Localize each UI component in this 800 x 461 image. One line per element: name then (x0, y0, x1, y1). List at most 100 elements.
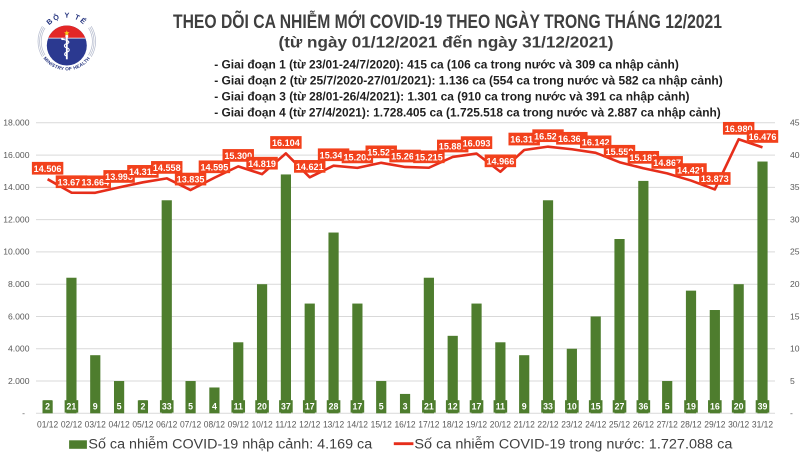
svg-text:15.559: 15.559 (606, 147, 634, 157)
svg-text:06/12: 06/12 (156, 420, 177, 430)
svg-text:16.980: 16.980 (725, 124, 753, 134)
svg-text:21: 21 (424, 402, 434, 412)
svg-text:10: 10 (790, 344, 800, 354)
svg-text:14.558: 14.558 (153, 163, 181, 173)
svg-text:11: 11 (234, 402, 243, 412)
svg-text:14.000: 14.000 (3, 182, 30, 192)
svg-text:11/12: 11/12 (275, 420, 296, 430)
svg-text:31/12: 31/12 (752, 420, 773, 430)
svg-text:27: 27 (615, 402, 625, 412)
svg-text:20: 20 (790, 279, 800, 289)
svg-text:16.362: 16.362 (558, 134, 586, 144)
svg-text:12.000: 12.000 (3, 214, 30, 224)
svg-text:13.998: 13.998 (105, 172, 133, 182)
svg-text:40: 40 (790, 150, 800, 160)
svg-text:09/12: 09/12 (228, 420, 249, 430)
svg-text:19/12: 19/12 (466, 420, 487, 430)
svg-text:3: 3 (403, 402, 408, 412)
svg-text:39: 39 (758, 402, 768, 412)
svg-text:13.664: 13.664 (81, 177, 110, 187)
svg-text:07/12: 07/12 (180, 420, 201, 430)
svg-text:28/12: 28/12 (680, 420, 701, 430)
svg-text:5: 5 (665, 402, 670, 412)
svg-text:22/12: 22/12 (537, 420, 558, 430)
svg-text:13.873: 13.873 (701, 174, 729, 184)
svg-text:27/12: 27/12 (657, 420, 678, 430)
svg-text:13.670: 13.670 (58, 177, 86, 187)
svg-text:36: 36 (638, 402, 648, 412)
svg-text:25: 25 (790, 247, 800, 257)
svg-text:12/12: 12/12 (299, 420, 320, 430)
svg-text:9: 9 (93, 402, 98, 412)
svg-text:2.000: 2.000 (8, 376, 30, 386)
svg-text:15.208: 15.208 (343, 153, 371, 163)
svg-text:- Giai đoạn 2 (từ 25/7/2020-27: - Giai đoạn 2 (từ 25/7/2020-27/01/2021):… (214, 74, 723, 88)
svg-text:15.182: 15.182 (629, 153, 657, 163)
svg-text:14/12: 14/12 (347, 420, 368, 430)
svg-text:4.000: 4.000 (8, 344, 30, 354)
svg-text:16.315: 16.315 (510, 135, 538, 145)
svg-text:14.421: 14.421 (677, 165, 705, 175)
svg-text:14.312: 14.312 (129, 167, 157, 177)
svg-text:08/12: 08/12 (204, 420, 225, 430)
svg-text:16.522: 16.522 (534, 131, 562, 141)
svg-text:37: 37 (281, 402, 291, 412)
svg-text:16.000: 16.000 (3, 150, 30, 160)
svg-text:05/12: 05/12 (132, 420, 153, 430)
svg-text:03/12: 03/12 (85, 420, 106, 430)
svg-text:14.819: 14.819 (248, 159, 276, 169)
svg-text:13.835: 13.835 (177, 175, 205, 185)
svg-text:14.867: 14.867 (653, 158, 681, 168)
svg-text:20: 20 (734, 402, 744, 412)
svg-text:45: 45 (790, 118, 800, 128)
svg-text:-: - (22, 408, 25, 418)
svg-text:5: 5 (117, 402, 122, 412)
svg-text:35: 35 (790, 182, 800, 192)
svg-text:16.104: 16.104 (272, 138, 301, 148)
svg-text:2: 2 (140, 402, 145, 412)
svg-text:4: 4 (212, 402, 217, 412)
svg-text:Số ca nhiễm COVID-19 trong nướ: Số ca nhiễm COVID-19 trong nước: 1.727.0… (414, 436, 732, 452)
svg-text:16.476: 16.476 (749, 132, 777, 142)
svg-text:2: 2 (45, 402, 50, 412)
svg-text:15/12: 15/12 (371, 420, 392, 430)
svg-text:30/12: 30/12 (728, 420, 749, 430)
svg-text:THEO DÕI CA NHIỄM MỚI COVID-19: THEO DÕI CA NHIỄM MỚI COVID-19 THEO NGÀY… (173, 11, 722, 33)
svg-text:13/12: 13/12 (323, 420, 344, 430)
svg-text:23/12: 23/12 (561, 420, 582, 430)
svg-text:- Giai đoạn 3 (từ 28/01-26/4/2: - Giai đoạn 3 (từ 28/01-26/4/2021): 1.30… (214, 90, 689, 104)
svg-text:5: 5 (790, 376, 795, 386)
svg-text:17: 17 (352, 402, 362, 412)
svg-text:15: 15 (790, 311, 800, 321)
svg-text:8.000: 8.000 (8, 279, 30, 289)
svg-text:14.595: 14.595 (200, 162, 228, 172)
svg-text:01/12: 01/12 (37, 420, 58, 430)
svg-text:18/12: 18/12 (442, 420, 463, 430)
svg-text:15.215: 15.215 (415, 152, 443, 162)
svg-text:15.263: 15.263 (391, 152, 419, 162)
svg-text:11: 11 (496, 402, 505, 412)
svg-text:5: 5 (188, 402, 193, 412)
svg-text:18.000: 18.000 (3, 118, 30, 128)
svg-text:15.883: 15.883 (439, 142, 467, 152)
svg-text:30: 30 (790, 214, 800, 224)
svg-text:16.142: 16.142 (582, 137, 610, 147)
svg-text:14.506: 14.506 (34, 164, 62, 174)
svg-text:6.000: 6.000 (8, 311, 30, 321)
svg-text:12: 12 (448, 402, 458, 412)
svg-text:20/12: 20/12 (490, 420, 511, 430)
svg-text:5: 5 (379, 402, 384, 412)
svg-text:28: 28 (329, 402, 339, 412)
svg-text:(từ ngày 01/12/2021 đến ngày 3: (từ ngày 01/12/2021 đến ngày 31/12/2021) (279, 34, 614, 51)
svg-text:16: 16 (710, 402, 720, 412)
svg-text:-: - (790, 408, 793, 418)
svg-text:10: 10 (567, 402, 577, 412)
svg-text:21: 21 (67, 402, 77, 412)
svg-text:16.093: 16.093 (463, 138, 491, 148)
svg-text:15.300: 15.300 (224, 151, 252, 161)
svg-text:16/12: 16/12 (394, 420, 415, 430)
svg-text:14.966: 14.966 (486, 156, 514, 166)
svg-text:9: 9 (522, 402, 527, 412)
svg-text:10.000: 10.000 (3, 247, 30, 257)
svg-text:21/12: 21/12 (514, 420, 535, 430)
